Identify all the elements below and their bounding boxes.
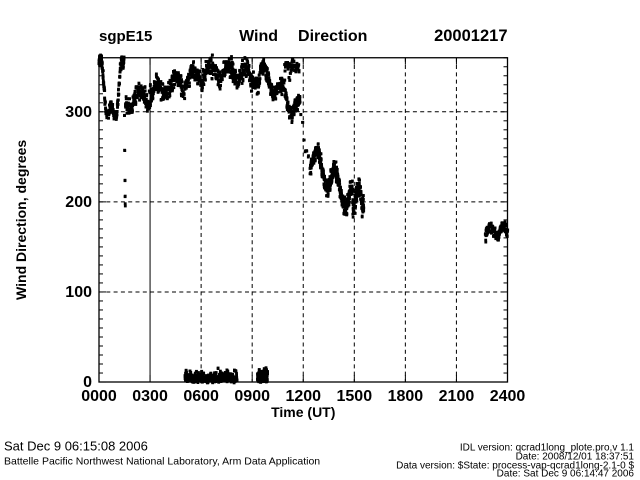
svg-text:2100: 2100 [439, 388, 475, 405]
svg-text:sgpE15: sgpE15 [99, 28, 152, 45]
svg-text:Date: Sat Dec 9 06:14:47 2006: Date: Sat Dec 9 06:14:47 2006 [497, 469, 635, 480]
svg-text:0300: 0300 [132, 388, 168, 405]
svg-text:0: 0 [83, 374, 92, 391]
svg-text:Wind Direction, degrees: Wind Direction, degrees [13, 140, 29, 300]
svg-text:0600: 0600 [183, 388, 219, 405]
svg-text:2400: 2400 [490, 388, 526, 405]
svg-text:100: 100 [65, 284, 92, 301]
svg-text:1200: 1200 [285, 388, 321, 405]
svg-text:Time (UT): Time (UT) [271, 404, 335, 420]
svg-text:0900: 0900 [234, 388, 270, 405]
svg-text:200: 200 [65, 194, 92, 211]
svg-text:20001217: 20001217 [434, 27, 507, 45]
svg-text:Sat Dec 9 06:15:08 2006: Sat Dec 9 06:15:08 2006 [4, 439, 148, 454]
svg-text:1500: 1500 [337, 388, 373, 405]
svg-text:Battelle Pacific Northwest Nat: Battelle Pacific Northwest National Labo… [4, 456, 320, 468]
svg-text:1800: 1800 [388, 388, 424, 405]
svg-text:300: 300 [65, 104, 92, 121]
